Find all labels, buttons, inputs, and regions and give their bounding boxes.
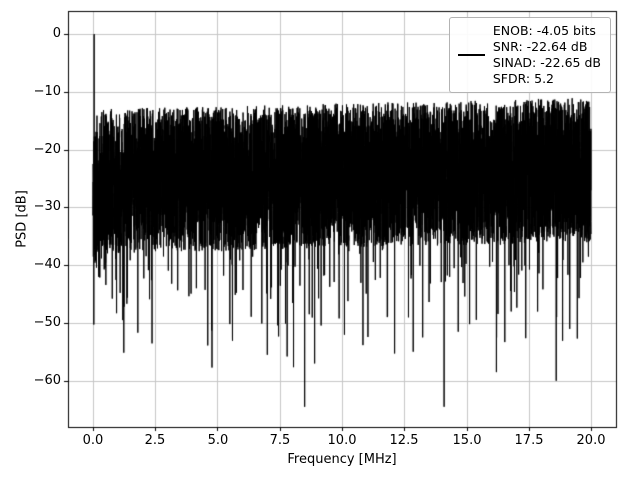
y-tick-label: −50 (33, 315, 61, 330)
x-axis-label: Frequency [MHz] (287, 452, 397, 467)
legend-labels: ENOB: -4.05 bits SNR: -22.64 dB SINAD: -… (493, 23, 601, 87)
y-axis-label: PSD [dB] (14, 190, 30, 248)
y-tick-label: −30 (33, 199, 61, 214)
legend-line-sample (457, 54, 485, 56)
x-tick-label: 10.0 (327, 433, 357, 448)
x-tick-label: 12.5 (389, 433, 419, 448)
y-tick-label: −60 (33, 373, 61, 388)
x-tick-label: 7.5 (269, 433, 291, 448)
legend-label-snr: SNR: -22.64 dB (492, 39, 588, 54)
y-tick-label: 0 (52, 26, 61, 41)
x-tick-label: 15.0 (452, 433, 482, 448)
x-tick-label: 2.5 (144, 433, 166, 448)
x-tick-label: 0.0 (82, 433, 104, 448)
legend-label-sinad: SINAD: -22.65 dB (492, 55, 601, 70)
legend-label-sfdr: SFDR: 5.2 (492, 71, 554, 86)
legend: ENOB: -4.05 bits SNR: -22.64 dB SINAD: -… (448, 17, 611, 93)
legend-label-enob: ENOB: -4.05 bits (492, 23, 596, 38)
y-tick-label: −40 (33, 257, 61, 272)
x-tick-label: 5.0 (207, 433, 229, 448)
x-tick-label: 20.0 (576, 433, 606, 448)
x-tick-label: 17.5 (514, 433, 544, 448)
y-tick-label: −10 (33, 84, 61, 99)
y-tick-label: −20 (33, 142, 61, 157)
